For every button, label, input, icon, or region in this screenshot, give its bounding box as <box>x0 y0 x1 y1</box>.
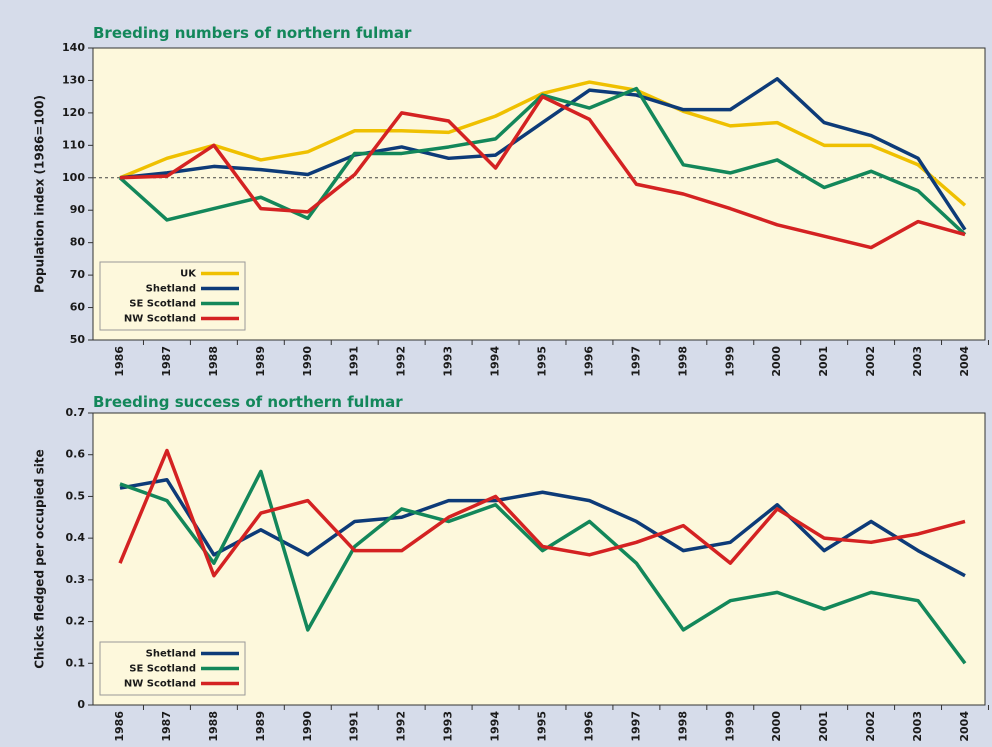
series-line <box>119 94 966 250</box>
x-tick-label: 1997 <box>629 711 642 742</box>
x-tick-label: 1990 <box>301 711 314 742</box>
y-axis-label: Chicks fledged per occupied site <box>33 449 47 669</box>
x-tick-label: 2000 <box>770 711 783 742</box>
x-tick-label: 1994 <box>489 346 502 377</box>
x-tick-label: 1988 <box>207 346 220 377</box>
y-tick-label: 80 <box>70 236 86 249</box>
x-tick-label: 1987 <box>160 711 173 742</box>
y-tick-label: 0.4 <box>66 531 86 544</box>
x-tick-label: 1999 <box>723 346 736 377</box>
x-tick-label: 2004 <box>958 711 971 742</box>
y-tick-label: 0.1 <box>66 656 86 669</box>
x-tick-label: 1989 <box>254 346 267 377</box>
x-tick-label: 1998 <box>676 711 689 742</box>
x-tick-label: 2001 <box>817 346 830 377</box>
y-tick-label: 130 <box>62 73 85 86</box>
legend-label: UK <box>180 269 197 280</box>
x-tick-label: 1991 <box>348 346 361 377</box>
x-tick-label: 1992 <box>395 346 408 377</box>
x-tick-label: 2002 <box>864 346 877 377</box>
series-line <box>119 469 967 665</box>
y-tick-label: 60 <box>70 301 86 314</box>
y-axis-label: Population index (1986=100) <box>33 95 47 293</box>
series-line <box>119 77 967 231</box>
x-tick-label: 1998 <box>676 346 689 377</box>
x-tick-label: 1994 <box>489 711 502 742</box>
y-tick-label: 100 <box>62 171 85 184</box>
x-tick-label: 2003 <box>911 711 924 742</box>
x-tick-label: 1986 <box>113 346 126 377</box>
y-tick-label: 0.3 <box>66 573 86 586</box>
chart-title: Breeding success of northern fulmar <box>93 393 403 411</box>
x-tick-label: 1991 <box>348 711 361 742</box>
x-tick-label: 1997 <box>629 346 642 377</box>
x-tick-label: 1993 <box>442 711 455 742</box>
x-tick-label: 1992 <box>395 711 408 742</box>
x-tick-label: 1986 <box>113 711 126 742</box>
x-tick-label: 1990 <box>301 346 314 377</box>
y-tick-label: 0.7 <box>66 406 86 419</box>
x-tick-label: 2003 <box>911 346 924 377</box>
series-line <box>118 448 966 578</box>
y-tick-label: 0 <box>77 698 85 711</box>
x-tick-label: 1988 <box>207 711 220 742</box>
legend-label: SE Scotland <box>129 664 196 675</box>
legend-label: Shetland <box>146 284 196 295</box>
y-tick-label: 110 <box>62 138 85 151</box>
x-tick-label: 1999 <box>723 711 736 742</box>
y-tick-label: 140 <box>62 41 85 54</box>
y-tick-label: 0.6 <box>66 448 86 461</box>
x-tick-label: 2002 <box>864 711 877 742</box>
x-tick-label: 2001 <box>817 711 830 742</box>
x-tick-label: 2000 <box>770 346 783 377</box>
y-tick-label: 0.5 <box>66 489 86 502</box>
x-tick-label: 1989 <box>254 711 267 742</box>
legend-label: NW Scotland <box>124 679 196 690</box>
series-line <box>119 477 966 578</box>
x-tick-label: 1993 <box>442 346 455 377</box>
x-tick-label: 1995 <box>536 711 549 742</box>
x-tick-label: 1987 <box>160 346 173 377</box>
x-tick-label: 1996 <box>582 346 595 377</box>
legend-label: NW Scotland <box>124 314 196 325</box>
chart-title: Breeding numbers of northern fulmar <box>93 24 412 42</box>
y-tick-label: 50 <box>70 333 86 346</box>
y-tick-label: 0.2 <box>66 615 86 628</box>
y-tick-label: 70 <box>70 268 86 281</box>
x-tick-label: 2004 <box>958 346 971 377</box>
x-tick-label: 1995 <box>536 346 549 377</box>
y-tick-label: 120 <box>62 106 85 119</box>
legend-label: Shetland <box>146 649 196 660</box>
x-tick-label: 1996 <box>582 711 595 742</box>
legend-label: SE Scotland <box>129 299 196 310</box>
y-tick-label: 90 <box>70 203 86 216</box>
